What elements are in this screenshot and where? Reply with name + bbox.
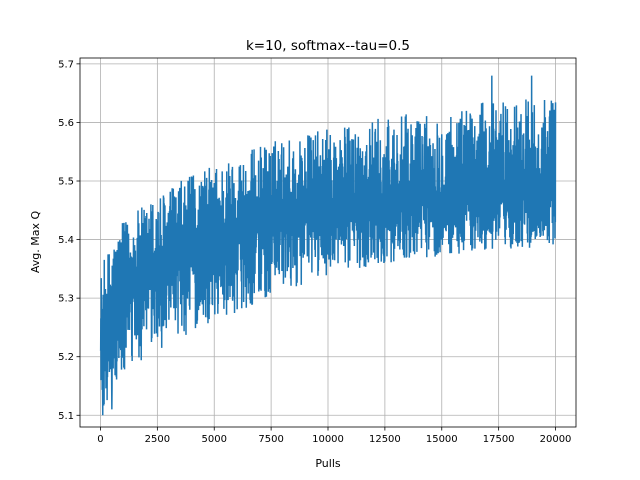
chart-title: k=10, softmax--tau=0.5	[246, 38, 410, 54]
x-tick-label: 12500	[369, 434, 401, 445]
y-tick-label: 5.3	[58, 294, 74, 305]
x-axis-label: Pulls	[315, 457, 341, 470]
y-tick-label: 5.7	[58, 59, 74, 70]
x-tick-label: 17500	[483, 434, 515, 445]
x-tick-label: 10000	[312, 434, 344, 445]
x-tick-label: 0	[97, 434, 103, 445]
y-tick-label: 5.1	[58, 411, 74, 422]
x-tick-label: 5000	[202, 434, 227, 445]
data-layer	[99, 75, 557, 416]
x-tick-label: 20000	[540, 434, 572, 445]
series-line	[99, 75, 557, 416]
y-axis-ticks: 5.1 5.2 5.3 5.4 5.5 5.6 5.7	[58, 59, 80, 422]
y-axis-label: Avg. Max Q	[29, 211, 42, 274]
y-tick-label: 5.6	[58, 118, 74, 129]
x-tick-label: 2500	[145, 434, 170, 445]
y-tick-label: 5.2	[58, 352, 74, 363]
y-tick-label: 5.4	[58, 235, 74, 246]
x-axis-ticks: 0 2500 5000 7500 10000 12500 15000 17500 20000	[97, 427, 571, 445]
x-tick-label: 15000	[426, 434, 458, 445]
y-tick-label: 5.5	[58, 177, 74, 188]
x-tick-label: 7500	[258, 434, 283, 445]
